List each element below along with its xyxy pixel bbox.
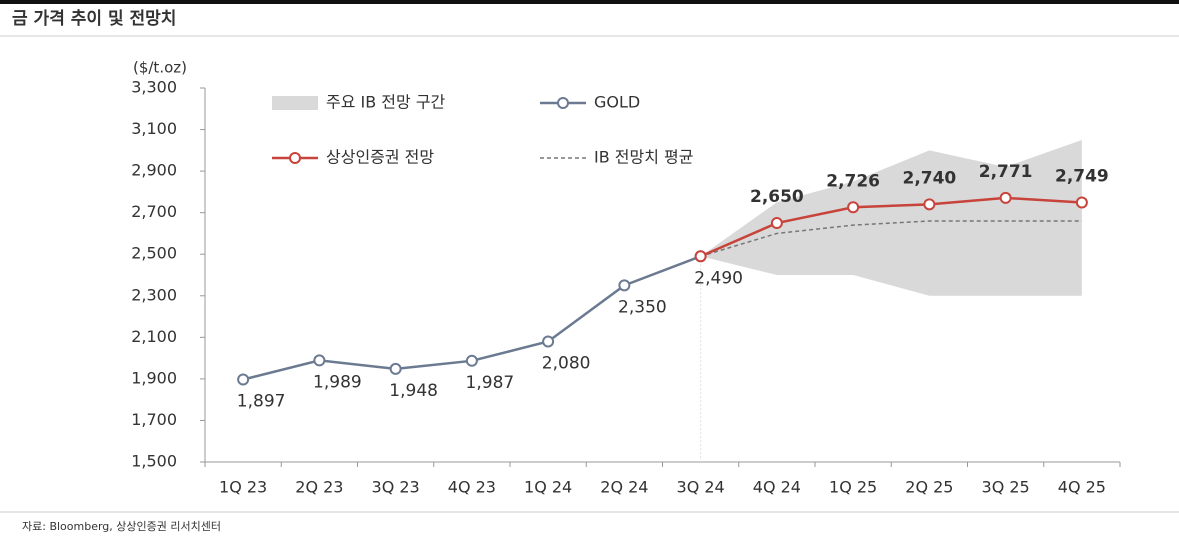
data-label: 1,987 bbox=[466, 373, 515, 393]
series-marker bbox=[694, 250, 707, 263]
data-label: 2,490 bbox=[694, 268, 743, 288]
data-label: 2,726 bbox=[826, 171, 880, 191]
chart-title: 금 가격 추이 및 전망치 bbox=[12, 9, 176, 29]
y-tick-label: 1,500 bbox=[131, 452, 177, 471]
x-tick-label: 4Q 24 bbox=[753, 478, 801, 497]
series-line bbox=[700, 196, 1082, 258]
x-tick-label: 2Q 24 bbox=[600, 478, 648, 497]
legend-label: GOLD bbox=[594, 93, 640, 112]
legend-label: 상상인증권 전망 bbox=[326, 148, 434, 167]
data-label: 1,897 bbox=[237, 392, 286, 412]
series-marker bbox=[237, 373, 250, 386]
series-marker bbox=[923, 198, 936, 211]
source: 자료: Bloomberg, 상상인증권 리서치센터 bbox=[22, 520, 221, 533]
forecast-band bbox=[700, 139, 1082, 296]
series-marker bbox=[313, 354, 326, 367]
series-marker bbox=[618, 279, 631, 292]
y-tick-label: 1,700 bbox=[131, 410, 177, 429]
data-label: 2,350 bbox=[618, 297, 667, 317]
legend-label: 주요 IB 전망 구간 bbox=[326, 93, 446, 112]
y-tick-label: 2,900 bbox=[131, 161, 177, 180]
series-marker bbox=[847, 201, 860, 214]
y-tick-label: 2,300 bbox=[131, 285, 177, 304]
data-label: 2,771 bbox=[979, 162, 1033, 182]
legend-marker bbox=[289, 152, 301, 164]
y-tick-label: 1,900 bbox=[131, 368, 177, 387]
series-marker bbox=[542, 335, 555, 348]
y-tick-label: 2,100 bbox=[131, 327, 177, 346]
legend-label: IB 전망치 평균 bbox=[594, 148, 693, 167]
legend-marker bbox=[557, 97, 569, 109]
x-tick-label: 1Q 25 bbox=[829, 478, 877, 497]
x-tick-label: 1Q 24 bbox=[524, 478, 572, 497]
y-tick-label: 2,700 bbox=[131, 202, 177, 221]
x-tick-label: 3Q 23 bbox=[372, 478, 420, 497]
x-tick-label: 4Q 23 bbox=[448, 478, 496, 497]
data-label: 1,989 bbox=[313, 372, 362, 392]
series-marker bbox=[770, 217, 783, 230]
x-tick-label: 4Q 25 bbox=[1058, 478, 1106, 497]
top-rule bbox=[0, 0, 1179, 4]
y-tick-label: 3,300 bbox=[131, 78, 177, 97]
data-label: 2,740 bbox=[902, 168, 956, 188]
data-label: 2,650 bbox=[750, 187, 804, 207]
series-marker bbox=[1075, 196, 1088, 209]
series-line bbox=[700, 220, 1082, 258]
x-tick-label: 3Q 25 bbox=[982, 478, 1030, 497]
y-tick-label: 2,500 bbox=[131, 244, 177, 263]
series-marker bbox=[465, 354, 478, 367]
x-tick-label: 2Q 23 bbox=[295, 478, 343, 497]
y-axis-label: ($/t.oz) bbox=[133, 59, 187, 77]
y-tick-label: 3,100 bbox=[131, 119, 177, 138]
x-tick-label: 2Q 25 bbox=[905, 478, 953, 497]
data-label: 2,749 bbox=[1055, 166, 1109, 186]
series-marker bbox=[389, 362, 402, 375]
data-label: 2,080 bbox=[542, 353, 591, 373]
x-tick-label: 3Q 24 bbox=[677, 478, 725, 497]
x-tick-label: 1Q 23 bbox=[219, 478, 267, 497]
series-marker bbox=[999, 191, 1012, 204]
legend-swatch bbox=[272, 96, 318, 110]
data-label: 1,948 bbox=[389, 381, 438, 401]
